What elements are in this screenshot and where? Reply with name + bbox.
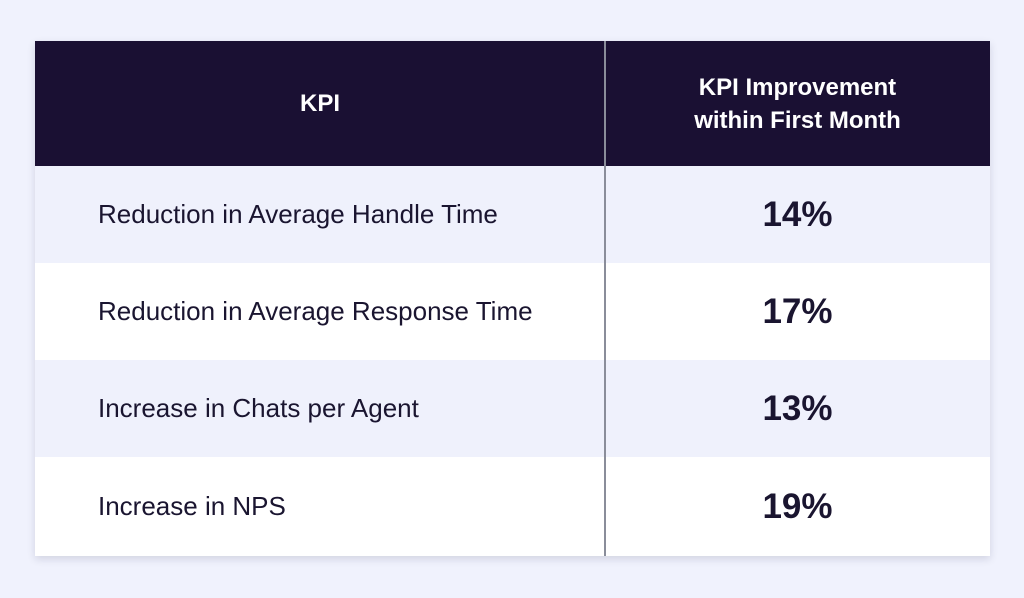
row-kpi-label: Increase in Chats per Agent — [98, 393, 419, 423]
kpi-table: KPI KPI Improvement within First Month R… — [35, 41, 990, 556]
table-row: Reduction in Average Handle Time 14% — [35, 166, 990, 263]
row-kpi-label: Reduction in Average Response Time — [98, 296, 533, 326]
table-row: Increase in NPS 19% — [35, 457, 990, 556]
row-kpi-value: 19% — [762, 486, 833, 526]
row-kpi-value: 17% — [762, 291, 833, 331]
header-improvement: KPI Improvement within First Month — [605, 41, 990, 166]
header-improvement-label: KPI Improvement within First Month — [694, 73, 901, 134]
header-kpi: KPI — [35, 41, 605, 166]
row-kpi-value: 14% — [762, 194, 833, 234]
row-kpi-label: Increase in NPS — [98, 491, 286, 521]
column-divider — [604, 41, 606, 556]
row-kpi-value: 13% — [762, 388, 833, 428]
table-header-row: KPI KPI Improvement within First Month — [35, 41, 990, 166]
header-kpi-label: KPI — [299, 90, 340, 117]
row-kpi-label: Reduction in Average Handle Time — [98, 199, 498, 229]
table-row: Increase in Chats per Agent 13% — [35, 360, 990, 457]
table-row: Reduction in Average Response Time 17% — [35, 263, 990, 360]
